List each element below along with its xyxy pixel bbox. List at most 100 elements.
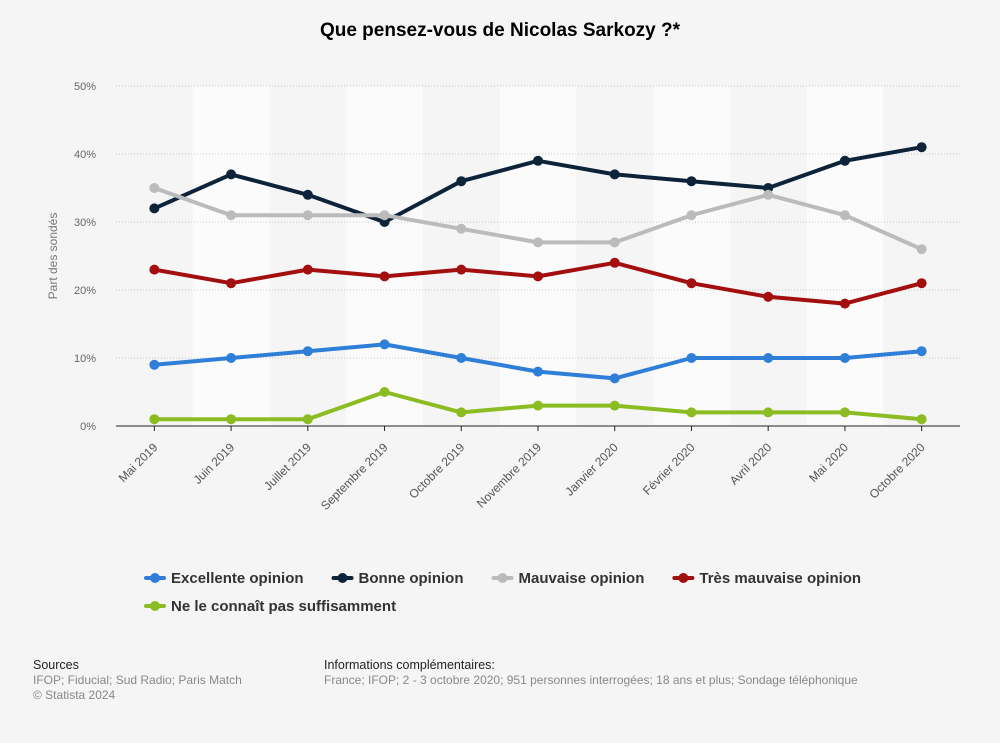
data-point[interactable] <box>533 271 543 282</box>
data-point[interactable] <box>226 414 237 425</box>
x-axis-ticks: Mai 2019 Juin 2019 Juillet 2019 Septembre 2… <box>116 426 928 513</box>
series-3 <box>149 183 927 255</box>
legend-label: Bonne opinion <box>359 570 464 587</box>
data-point[interactable] <box>226 353 237 363</box>
data-point[interactable] <box>533 237 543 248</box>
data-point[interactable] <box>609 169 620 180</box>
y-tick-label: 30% <box>74 217 96 229</box>
y-tick-label: 50% <box>74 81 96 93</box>
data-point[interactable] <box>379 271 390 282</box>
y-tick-label: 0% <box>80 421 96 433</box>
data-point[interactable] <box>916 244 927 255</box>
sources-heading: Sources <box>33 658 79 672</box>
data-point[interactable] <box>609 257 620 268</box>
info-text: France; IFOP; 2 - 3 octobre 2020; 951 pe… <box>324 673 858 687</box>
legend-item[interactable]: Bonne opinion <box>331 570 464 587</box>
legend-label: Très mauvaise opinion <box>699 570 861 587</box>
data-point[interactable] <box>302 264 313 275</box>
info-heading: Informations complémentaires: <box>324 658 495 672</box>
data-point[interactable] <box>916 346 927 357</box>
data-point[interactable] <box>686 176 697 187</box>
x-tick-label: Avril 2020 <box>727 440 775 488</box>
legend-marker <box>150 573 160 583</box>
x-tick-label: Novembre 2019 <box>474 440 545 511</box>
data-point[interactable] <box>839 210 850 221</box>
legend-marker <box>678 573 689 583</box>
legend-item[interactable]: Ne le connaît pas suffisamment <box>144 598 396 615</box>
data-point[interactable] <box>916 278 927 289</box>
data-point[interactable] <box>609 237 620 248</box>
x-tick-label: Janvier 2020 <box>562 440 621 499</box>
legend-item[interactable]: Mauvaise opinion <box>491 570 645 587</box>
sources-block: Sources IFOP; Fiducial; Sud Radio; Paris… <box>33 658 242 703</box>
data-point[interactable] <box>456 407 467 418</box>
data-point[interactable] <box>226 278 237 289</box>
legend-label: Mauvaise opinion <box>519 570 645 587</box>
data-point[interactable] <box>763 291 774 302</box>
column-band <box>653 86 730 426</box>
series-4 <box>149 257 927 309</box>
data-point[interactable] <box>686 353 697 363</box>
data-point[interactable] <box>456 223 467 234</box>
x-tick-label: Février 2020 <box>640 440 698 498</box>
y-tick-label: 10% <box>74 353 96 365</box>
data-point[interactable] <box>763 407 774 418</box>
data-point[interactable] <box>763 189 774 200</box>
data-point[interactable] <box>149 359 160 370</box>
data-point[interactable] <box>149 264 160 275</box>
data-point[interactable] <box>302 189 313 200</box>
data-point[interactable] <box>533 400 543 411</box>
column-bands <box>192 86 884 426</box>
x-tick-label: Octobre 2020 <box>866 440 928 502</box>
data-point[interactable] <box>609 400 620 411</box>
data-point[interactable] <box>916 142 927 153</box>
data-point[interactable] <box>916 414 927 425</box>
data-point[interactable] <box>763 353 774 363</box>
data-point[interactable] <box>609 373 620 384</box>
column-band <box>346 86 423 426</box>
data-point[interactable] <box>456 264 467 275</box>
data-point[interactable] <box>302 414 313 425</box>
data-point[interactable] <box>533 366 543 377</box>
data-point[interactable] <box>686 278 697 289</box>
series-group <box>149 142 927 425</box>
x-tick-label: Septembre 2019 <box>318 440 391 513</box>
chart-title: Que pensez-vous de Nicolas Sarkozy ?* <box>319 20 681 41</box>
series-1 <box>149 339 927 384</box>
y-tick-label: 40% <box>74 149 96 161</box>
series-5 <box>149 387 927 425</box>
data-point[interactable] <box>149 203 160 214</box>
x-tick-label: Juillet 2019 <box>261 440 314 493</box>
data-point[interactable] <box>379 210 390 221</box>
data-point[interactable] <box>226 210 237 221</box>
column-band <box>192 86 270 426</box>
data-point[interactable] <box>302 346 313 357</box>
data-point[interactable] <box>686 210 697 221</box>
data-point[interactable] <box>686 407 697 418</box>
data-point[interactable] <box>302 210 313 221</box>
legend-label: Excellente opinion <box>171 570 304 587</box>
data-point[interactable] <box>533 155 543 166</box>
legend-item[interactable]: Excellente opinion <box>144 570 304 587</box>
data-point[interactable] <box>456 353 467 363</box>
legend-marker <box>337 573 348 583</box>
column-band <box>806 86 884 426</box>
legend-item[interactable]: Très mauvaise opinion <box>672 570 861 587</box>
x-tick-label: Mai 2020 <box>806 440 851 485</box>
legend-marker <box>150 601 160 611</box>
data-point[interactable] <box>149 183 160 193</box>
copyright-line[interactable]: © Statista 2024 <box>33 688 116 702</box>
x-tick-label: Mai 2019 <box>116 440 161 485</box>
data-point[interactable] <box>149 414 160 425</box>
data-point[interactable] <box>839 298 850 309</box>
x-tick-label: Juin 2019 <box>191 440 238 487</box>
data-point[interactable] <box>379 387 390 397</box>
data-point[interactable] <box>839 155 850 166</box>
data-point[interactable] <box>456 176 467 187</box>
data-point[interactable] <box>839 407 850 418</box>
data-point[interactable] <box>226 169 237 180</box>
legend-label: Ne le connaît pas suffisamment <box>171 598 396 615</box>
data-point[interactable] <box>379 339 390 350</box>
data-point[interactable] <box>839 353 850 363</box>
